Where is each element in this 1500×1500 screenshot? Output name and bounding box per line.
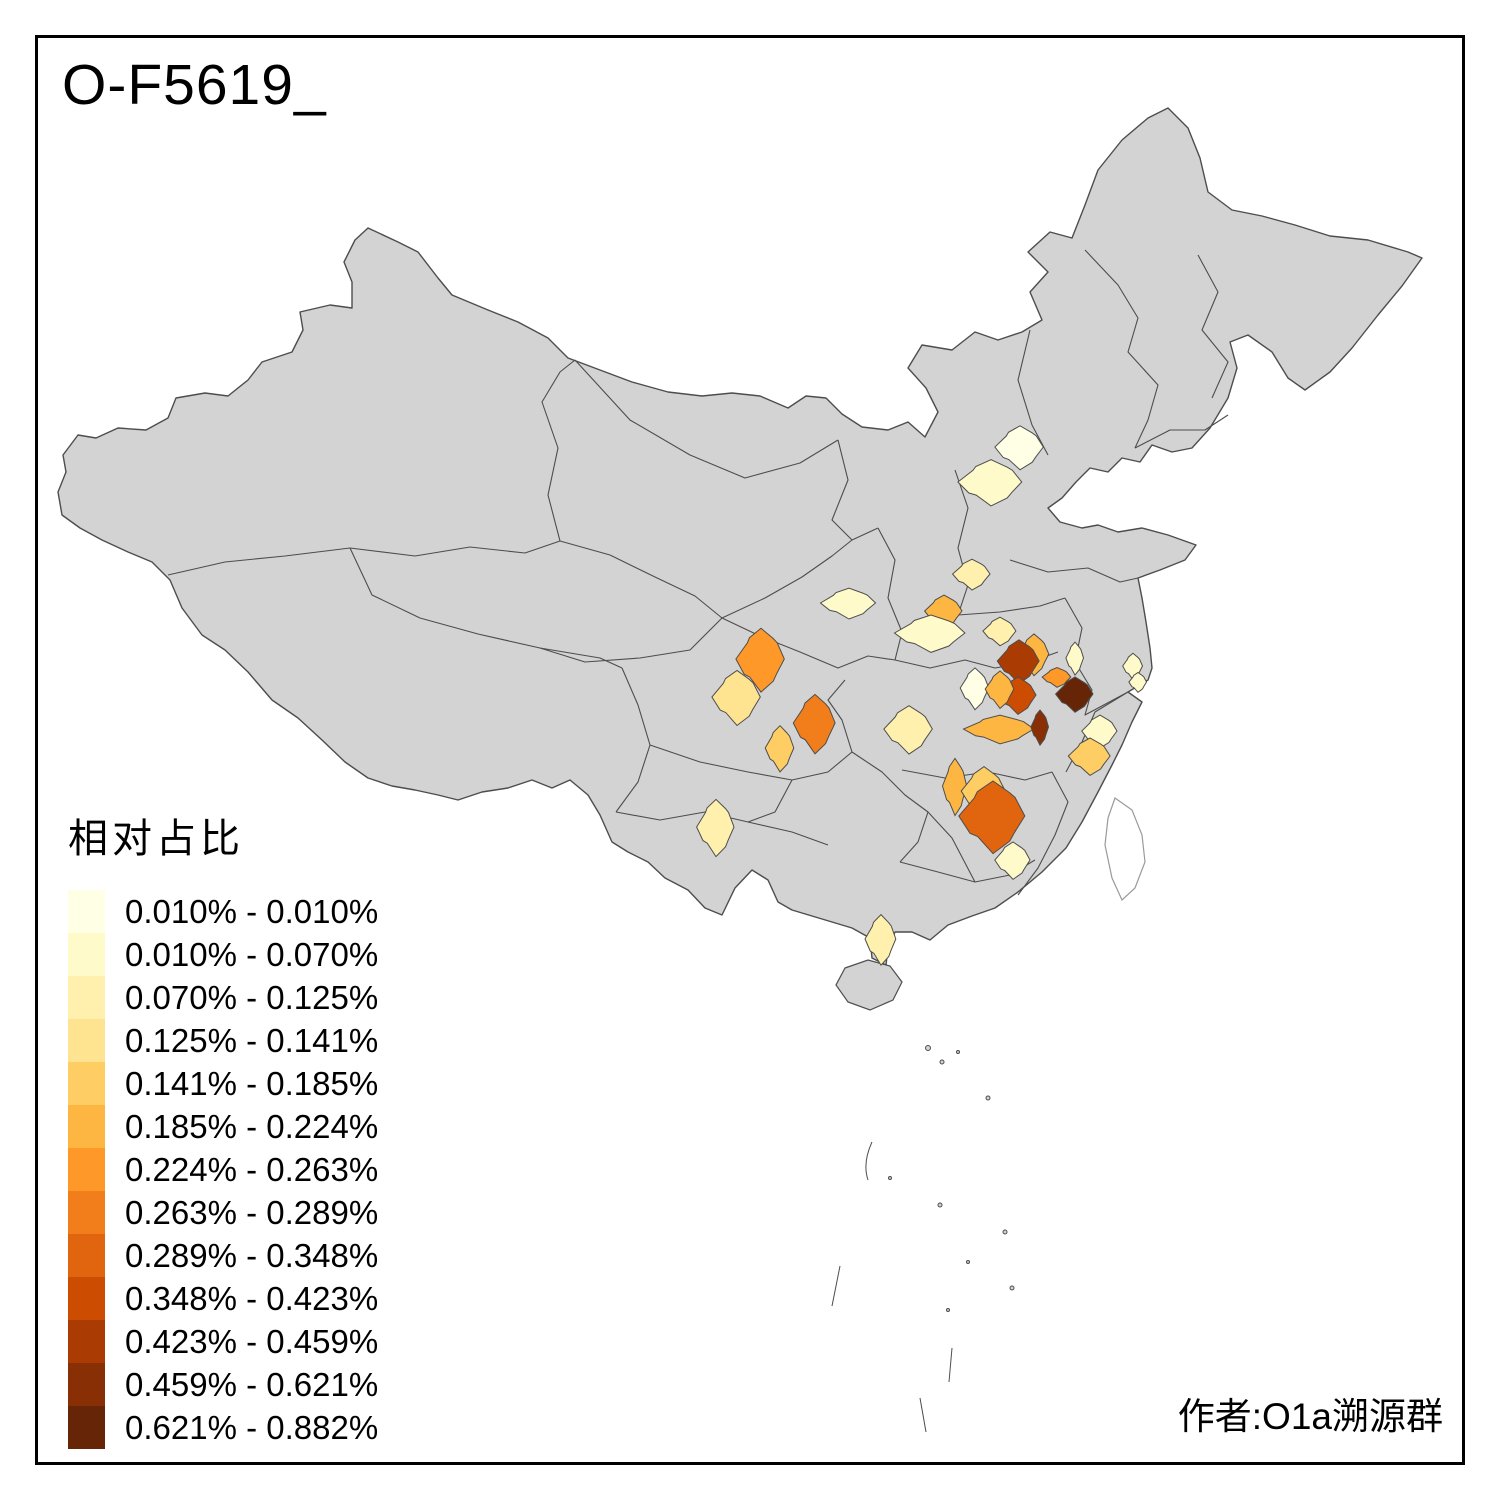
map-region [994, 841, 1031, 881]
choropleth-regions [696, 425, 1148, 967]
legend-row: 0.289% - 0.348% [68, 1234, 378, 1277]
legend-swatch [68, 1148, 105, 1191]
page-title: O-F5619_ [62, 53, 327, 117]
legend-title: 相对占比 [68, 817, 244, 861]
legend-swatch [68, 1277, 105, 1320]
map-region [735, 627, 785, 693]
legend-row: 0.459% - 0.621% [68, 1363, 378, 1406]
map-region [711, 669, 761, 727]
legend-swatch [68, 1105, 105, 1148]
legend-swatch [68, 1320, 105, 1363]
legend-label: 0.070% - 0.125% [125, 978, 379, 1016]
legend-swatch [68, 1363, 105, 1406]
legend-row: 0.125% - 0.141% [68, 1019, 378, 1062]
legend-label: 0.289% - 0.348% [125, 1236, 379, 1274]
taiwan-island [1104, 797, 1146, 902]
legend-label: 0.263% - 0.289% [125, 1193, 379, 1231]
map-region [994, 425, 1044, 471]
map-region [696, 798, 735, 858]
map-region [1065, 641, 1085, 677]
legend-row: 0.224% - 0.263% [68, 1148, 378, 1191]
legend-row: 0.423% - 0.459% [68, 1320, 378, 1363]
map-region [941, 757, 968, 817]
legend-label: 0.125% - 0.141% [125, 1021, 379, 1059]
legend-row: 0.010% - 0.070% [68, 933, 378, 976]
south-china-sea-islets [831, 1045, 1015, 1433]
legend-swatch [68, 1191, 105, 1234]
province-borders [167, 249, 1229, 896]
legend-swatch [68, 1234, 105, 1277]
legend-label: 0.348% - 0.423% [125, 1279, 379, 1317]
hainan-island [835, 959, 903, 1011]
map-region [764, 724, 795, 773]
legend-row: 0.141% - 0.185% [68, 1062, 378, 1105]
map-region [864, 913, 897, 967]
legend-swatch [68, 1019, 105, 1062]
map-region [982, 616, 1017, 647]
map-region [1054, 676, 1094, 713]
map-region [819, 587, 877, 620]
map-region [996, 639, 1040, 685]
map-region [1041, 666, 1072, 688]
legend-swatch [68, 1406, 105, 1449]
legend-label: 0.621% - 0.882% [125, 1408, 379, 1446]
legend-label: 0.459% - 0.621% [125, 1365, 379, 1403]
map-region [984, 670, 1015, 710]
legend-row: 0.185% - 0.224% [68, 1105, 378, 1148]
map-region [1128, 671, 1148, 693]
legend-swatch [68, 1062, 105, 1105]
map-region [1067, 737, 1111, 777]
map-region [951, 558, 991, 591]
map-region [959, 667, 990, 711]
map-region [792, 693, 836, 755]
legend-label: 0.010% - 0.010% [125, 892, 379, 930]
legend-row: 0.070% - 0.125% [68, 976, 378, 1019]
map-region [893, 614, 966, 653]
legend-label: 0.224% - 0.263% [125, 1150, 379, 1188]
attribution-text: 作者:O1a溯源群 [1177, 1396, 1443, 1437]
legend-swatch [68, 976, 105, 1019]
map-region [883, 705, 933, 755]
legend-row: 0.348% - 0.423% [68, 1277, 378, 1320]
legend-label: 0.010% - 0.070% [125, 935, 379, 973]
map-region [1030, 709, 1050, 747]
legend-row: 0.263% - 0.289% [68, 1191, 378, 1234]
legend-row: 0.621% - 0.882% [68, 1406, 378, 1449]
legend-label: 0.185% - 0.224% [125, 1107, 379, 1145]
legend-label: 0.423% - 0.459% [125, 1322, 379, 1360]
map-region [958, 780, 1026, 855]
legend-swatch [68, 933, 105, 976]
map-region [962, 714, 1035, 745]
legend-swatch [68, 890, 105, 933]
legend-rows: 0.010% - 0.010% 0.010% - 0.070% 0.070% - 0… [68, 890, 378, 1449]
legend-label: 0.141% - 0.185% [125, 1064, 379, 1102]
legend: 相对占比 0.010% - 0.010% 0.010% - 0.070% 0.070… [68, 806, 378, 1449]
map-region [957, 459, 1023, 507]
legend-row: 0.010% - 0.010% [68, 890, 378, 933]
